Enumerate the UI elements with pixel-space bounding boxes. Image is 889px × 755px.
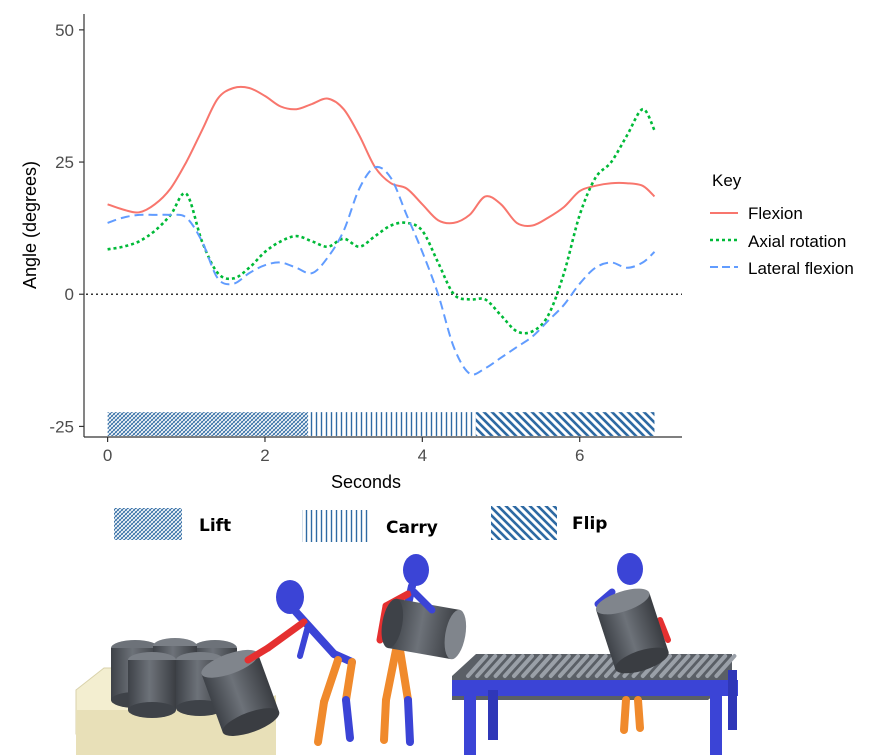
carry-arm-front bbox=[410, 588, 436, 614]
lift-scene bbox=[75, 638, 280, 755]
series-line-axial-rotation bbox=[107, 107, 656, 335]
conveyor-roller bbox=[466, 654, 488, 678]
x-tick-label: 0 bbox=[103, 446, 112, 465]
conveyor-roller bbox=[539, 654, 562, 678]
legend-label-axial-rotation: Axial rotation bbox=[748, 232, 846, 251]
conveyor-roller bbox=[650, 654, 672, 678]
carried-cylinder bbox=[381, 598, 467, 660]
conveyor-roller bbox=[512, 654, 534, 678]
x-tick-label: 2 bbox=[260, 446, 269, 465]
x-tick-label: 4 bbox=[418, 446, 427, 465]
x-axis-title: Seconds bbox=[331, 472, 401, 492]
series-line-flexion bbox=[107, 85, 656, 227]
activity-bar-lift bbox=[107, 412, 309, 436]
legend-label-flexion: Flexion bbox=[748, 204, 803, 223]
conveyor-roller bbox=[594, 654, 617, 678]
flipped-cylinder bbox=[595, 588, 669, 674]
legend-title: Key bbox=[712, 171, 742, 190]
conveyor-roller bbox=[475, 654, 498, 678]
carry-label: Carry bbox=[386, 518, 438, 538]
activity-legend: Lift Carry Flip bbox=[114, 506, 607, 542]
conveyor-roller bbox=[567, 654, 590, 678]
conveyor-roller bbox=[502, 654, 525, 678]
series-line-lateral-flexion bbox=[107, 165, 656, 376]
lifted-cylinder bbox=[201, 649, 280, 736]
conveyor-roller bbox=[493, 654, 516, 678]
conveyor-roller bbox=[668, 654, 691, 678]
carry-swatch bbox=[302, 510, 368, 542]
conveyor-roller bbox=[677, 654, 700, 678]
conveyor-roller bbox=[696, 654, 718, 678]
conveyor-roller bbox=[705, 654, 728, 678]
conveyor-roller bbox=[714, 654, 737, 678]
conveyor-roller bbox=[659, 654, 682, 678]
task-illustration bbox=[75, 553, 738, 755]
lift-swatch bbox=[114, 508, 182, 540]
activity-bar-flip bbox=[475, 412, 655, 436]
flip-label: Flip bbox=[572, 514, 607, 534]
conveyor-roller bbox=[484, 654, 507, 678]
conveyor-roller bbox=[521, 654, 544, 678]
conveyor-roller bbox=[576, 654, 599, 678]
y-tick-label: -25 bbox=[49, 417, 74, 436]
y-tick-label: 0 bbox=[65, 285, 74, 304]
y-axis-title: Angle (degrees) bbox=[20, 161, 40, 289]
legend-label-lateral-flexion: Lateral flexion bbox=[748, 259, 854, 278]
y-tick-label: 50 bbox=[55, 21, 74, 40]
flip-swatch bbox=[491, 506, 557, 540]
activity-bars bbox=[107, 412, 655, 436]
y-ticks: -25 0 25 50 bbox=[49, 21, 84, 436]
flip-figure-head bbox=[617, 553, 643, 585]
series-lines bbox=[107, 85, 656, 376]
conveyor-roller bbox=[548, 654, 571, 678]
x-tick-label: 6 bbox=[575, 446, 584, 465]
x-ticks: 0 2 4 6 bbox=[103, 437, 584, 465]
lift-figure bbox=[244, 580, 356, 746]
conveyor-roller bbox=[585, 654, 608, 678]
conveyor-roller bbox=[686, 654, 709, 678]
y-tick-label: 25 bbox=[55, 153, 74, 172]
conveyor-roller bbox=[558, 654, 580, 678]
lift-label: Lift bbox=[199, 516, 231, 536]
plot-area: -25 0 25 50 0 2 4 6 Seconds Angle (degrees) bbox=[20, 14, 682, 492]
activity-bar-carry bbox=[308, 412, 476, 436]
conveyor-table bbox=[452, 654, 738, 755]
conveyor-roller bbox=[530, 654, 553, 678]
legend: Key Flexion Axial rotation Lateral flexi… bbox=[710, 171, 854, 278]
